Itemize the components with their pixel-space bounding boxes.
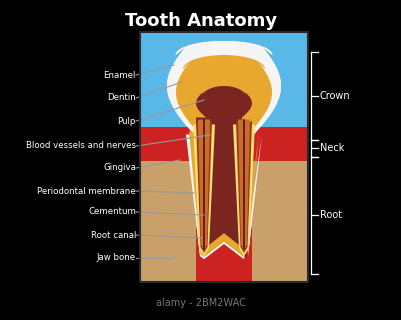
Text: Root: Root	[319, 210, 341, 220]
Text: Tooth Anatomy: Tooth Anatomy	[125, 12, 276, 30]
Polygon shape	[233, 124, 254, 256]
Text: alamy - 2BM2WAC: alamy - 2BM2WAC	[156, 298, 245, 308]
Polygon shape	[192, 124, 215, 256]
Polygon shape	[198, 119, 209, 252]
Polygon shape	[233, 124, 254, 256]
Bar	[140, 161, 196, 282]
Text: Pulp: Pulp	[117, 116, 136, 125]
Bar	[140, 126, 196, 282]
Text: Dentin: Dentin	[107, 93, 136, 102]
Polygon shape	[176, 55, 271, 257]
Polygon shape	[166, 41, 280, 259]
Text: Blood vessels and nerves: Blood vessels and nerves	[26, 141, 136, 150]
Polygon shape	[196, 86, 251, 249]
Polygon shape	[196, 122, 211, 253]
Polygon shape	[235, 122, 251, 253]
Polygon shape	[198, 119, 209, 252]
FancyBboxPatch shape	[140, 32, 307, 282]
Text: Periodontal membrane: Periodontal membrane	[37, 187, 136, 196]
Polygon shape	[166, 41, 280, 259]
Polygon shape	[237, 119, 249, 252]
Text: Jaw bone: Jaw bone	[97, 253, 136, 262]
Text: Enamel: Enamel	[103, 70, 136, 79]
Polygon shape	[140, 156, 307, 282]
Text: Gingiva: Gingiva	[103, 164, 136, 172]
Polygon shape	[140, 132, 307, 282]
Polygon shape	[237, 119, 249, 252]
Text: Neck: Neck	[319, 143, 344, 153]
Text: Cementum: Cementum	[88, 207, 136, 217]
Polygon shape	[235, 122, 251, 253]
Polygon shape	[196, 86, 251, 249]
Polygon shape	[192, 124, 215, 256]
Bar	[251, 126, 307, 282]
Polygon shape	[196, 122, 211, 253]
Text: Crown: Crown	[319, 91, 350, 101]
Bar	[251, 161, 307, 282]
Text: Root canal: Root canal	[90, 230, 136, 239]
Polygon shape	[176, 55, 271, 257]
